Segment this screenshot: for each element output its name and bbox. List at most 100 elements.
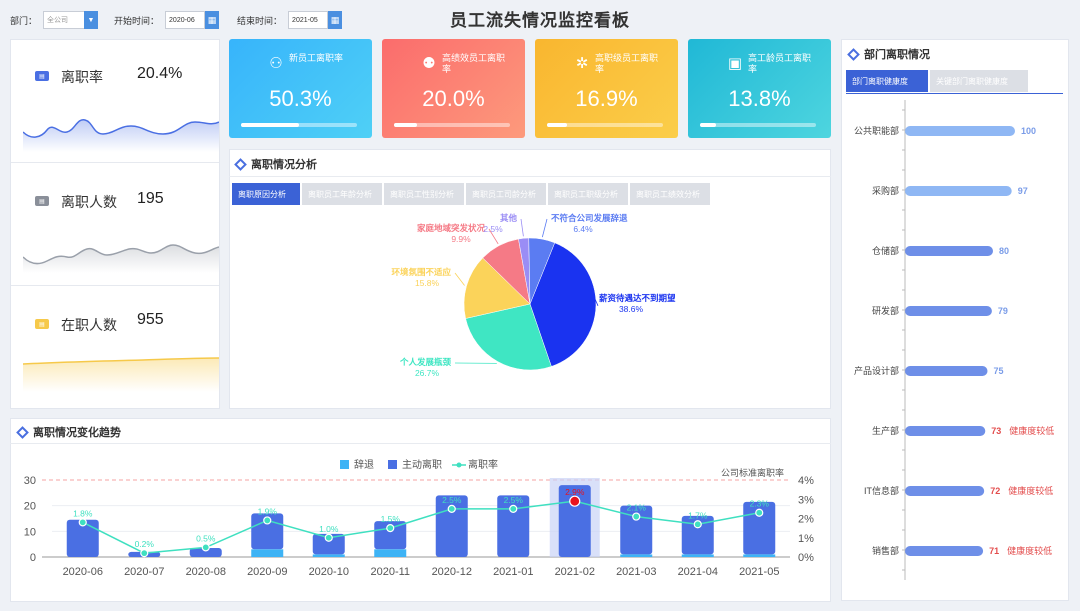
bar-dismissed[interactable] — [743, 554, 776, 557]
pie-slice[interactable] — [465, 303, 552, 371]
x-tick: 2021-01 — [493, 566, 533, 578]
calendar-icon[interactable]: ▦ — [205, 11, 220, 29]
bar-dismissed[interactable] — [312, 554, 345, 557]
pie-percent: 9.9% — [451, 234, 471, 244]
dept-select[interactable]: 全公司 ▼ — [43, 11, 99, 29]
bar-voluntary[interactable] — [681, 515, 714, 555]
bar-dismissed[interactable] — [374, 549, 407, 557]
bar-voluntary[interactable] — [312, 533, 345, 555]
y-left-tick: 20 — [24, 501, 36, 513]
dept-bar[interactable] — [905, 366, 988, 376]
pie-leader-line — [594, 298, 599, 306]
bar-dismissed[interactable] — [681, 554, 714, 557]
end-date-input[interactable]: 2021-05 — [288, 11, 329, 29]
dept-bar[interactable] — [905, 486, 985, 496]
rate-point[interactable] — [78, 518, 87, 527]
rate-line — [82, 500, 760, 554]
bar-dismissed[interactable] — [620, 554, 653, 557]
dept-bar[interactable] — [905, 426, 986, 436]
kpi-progress-bar — [547, 123, 663, 127]
analysis-tab[interactable]: 离职原因分析 — [232, 183, 300, 205]
x-tick: 2021-05 — [739, 566, 779, 578]
rate-point[interactable] — [755, 508, 764, 517]
dept-value: 71 — [989, 546, 999, 556]
pie-label: 个人发展瓶颈 — [399, 357, 452, 367]
analysis-title-text: 离职情况分析 — [251, 159, 317, 171]
dept-value: 79 — [998, 306, 1008, 316]
rate-point[interactable] — [509, 504, 518, 513]
bar-voluntary[interactable] — [66, 519, 99, 557]
bar-dismissed[interactable] — [251, 549, 284, 557]
stat-icon: ▤ — [35, 196, 49, 206]
sparkline — [23, 244, 219, 273]
stat-icon: ▤ — [35, 71, 49, 81]
bar-voluntary[interactable] — [497, 495, 530, 557]
rate-label: 1.8% — [73, 508, 93, 518]
trend-combo-chart: 辞退 主动离职 离职率 0 10 20 30 0% 1% 2% 3% 4% 公司标准离职率 2020-06… — [24, 458, 814, 578]
dept-tab[interactable]: 部门离职健康度 — [846, 70, 928, 92]
rate-point[interactable] — [569, 495, 581, 507]
analysis-tab[interactable]: 离职员工职级分析 — [548, 183, 628, 205]
y-left-tick: 0 — [30, 552, 36, 564]
dept-value: 73 — [991, 426, 1001, 436]
dept-bar[interactable] — [905, 246, 993, 256]
diamond-icon — [234, 157, 247, 171]
pie-percent: 2.5% — [483, 224, 503, 234]
rate-point[interactable] — [140, 549, 149, 558]
bar-voluntary[interactable] — [374, 521, 407, 550]
pie-slice[interactable] — [528, 237, 556, 305]
x-tick: 2021-04 — [678, 566, 718, 578]
pie-leader-line — [454, 272, 465, 286]
user-star-icon: ⚉ — [422, 55, 436, 72]
dept-bar[interactable] — [905, 306, 992, 316]
rate-point[interactable] — [447, 504, 456, 513]
legend-swatch[interactable] — [388, 460, 397, 469]
dept-bar[interactable] — [905, 126, 1015, 136]
analysis-tab[interactable]: 离职员工绩效分析 — [630, 183, 710, 205]
pie-slice[interactable] — [529, 242, 597, 367]
legend-swatch[interactable] — [340, 460, 349, 469]
dept-value: 75 — [994, 366, 1004, 376]
rate-point[interactable] — [263, 516, 272, 525]
pie-label: 不符合公司发展辞退 — [551, 213, 628, 223]
y-right-tick: 3% — [798, 494, 814, 506]
rate-point[interactable] — [386, 524, 395, 533]
analysis-tabs: 离职原因分析 离职员工年龄分析 离职员工性别分析 离职员工司龄分析 离职员工职级分析 离职… — [232, 183, 710, 205]
end-label: 结束时间： — [237, 15, 283, 26]
chevron-down-icon[interactable]: ▼ — [84, 11, 99, 29]
dept-label: IT信息部 — [864, 485, 899, 496]
rate-label: 1.7% — [688, 510, 708, 520]
rate-point[interactable] — [632, 512, 641, 521]
dept-value: 72 — [990, 486, 1000, 496]
pie-label: 其他 — [500, 213, 518, 223]
y-left-tick: 10 — [24, 526, 36, 538]
kpi-title: 高工龄员工离职率 — [748, 53, 812, 74]
start-date-input[interactable]: 2020-06 — [165, 11, 206, 29]
dept-tab[interactable]: 关键部门离职健康度 — [930, 70, 1028, 92]
trend-title: 离职情况变化趋势 — [16, 424, 121, 440]
analysis-tab[interactable]: 离职员工性别分析 — [384, 183, 464, 205]
kpi-title: 高职级员工离职率 — [595, 53, 659, 74]
kpi-progress-bar — [241, 123, 357, 127]
rate-label: 1.0% — [319, 524, 339, 534]
pie-percent: 15.8% — [415, 278, 440, 288]
dept-bar[interactable] — [905, 186, 1012, 196]
dept-bar[interactable] — [905, 546, 984, 556]
bar-voluntary[interactable] — [189, 548, 222, 557]
calendar-icon[interactable]: ▦ — [328, 11, 343, 29]
rate-point[interactable] — [201, 543, 210, 552]
analysis-tab[interactable]: 离职员工司龄分析 — [466, 183, 546, 205]
rate-point[interactable] — [324, 533, 333, 542]
rate-label: 0.5% — [196, 533, 216, 543]
pie-percent: 38.6% — [619, 304, 644, 314]
dept-label: 销售部 — [872, 545, 899, 556]
low-health-tag: 健康度较低 — [1008, 485, 1053, 496]
analysis-tab[interactable]: 离职员工年龄分析 — [302, 183, 382, 205]
y-right-tick: 4% — [798, 475, 814, 487]
pie-slice[interactable] — [463, 257, 531, 319]
rate-point[interactable] — [693, 520, 702, 529]
dept-label: 部门： — [10, 15, 38, 26]
dept-label: 公共职能部 — [854, 125, 899, 136]
start-label: 开始时间： — [114, 15, 160, 26]
stat-card-turnover-rate: ▤ 离职率 20.4% — [11, 40, 219, 162]
